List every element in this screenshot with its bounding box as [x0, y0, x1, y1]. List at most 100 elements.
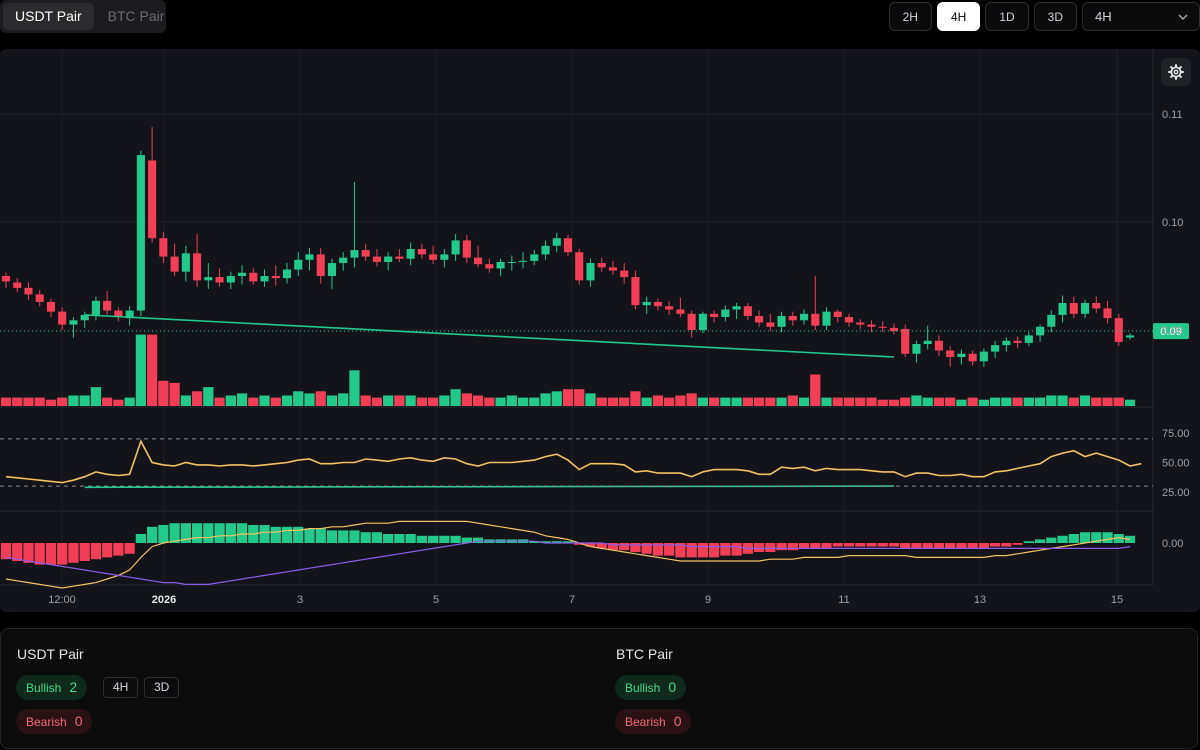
- macd-hist-bar-63: [709, 543, 720, 558]
- candle-body-9: [103, 300, 112, 311]
- volume-bar-3: [34, 397, 45, 406]
- candle-body-60: [676, 309, 685, 314]
- macd-hist-bar-93: [1046, 537, 1057, 543]
- volume-bar-43: [484, 397, 495, 406]
- candle-body-20: [226, 276, 235, 283]
- timeframe-select[interactable]: 4H: [1082, 2, 1200, 31]
- macd-hist-bar-65: [731, 543, 742, 556]
- volume-bar-59: [664, 397, 675, 406]
- candle-body-26: [294, 259, 303, 270]
- candle-body-84: [946, 350, 955, 357]
- candle-body-28: [316, 254, 325, 276]
- candle-body-10: [114, 310, 123, 318]
- macd-hist-bar-11: [124, 543, 135, 554]
- usdt-bearish-badge[interactable]: Bearish 0: [16, 709, 93, 734]
- candle-body-52: [586, 263, 595, 281]
- macd-hist-bar-1: [12, 543, 23, 561]
- macd-hist-bar-3: [34, 543, 45, 565]
- candle-body-22: [249, 272, 258, 282]
- macd-hist-bar-59: [664, 543, 675, 556]
- volume-bar-12: [135, 334, 146, 406]
- candle-body-53: [597, 263, 606, 268]
- volume-bar-75: [843, 397, 855, 406]
- macd-tick-label-0: 0.00: [1162, 538, 1183, 550]
- macd-hist-bar-32: [360, 532, 371, 543]
- x-axis-label-4: 7: [569, 594, 575, 606]
- volume-bar-72: [810, 374, 821, 406]
- macd-hist-bar-25: [281, 526, 293, 543]
- volume-bar-70: [787, 395, 798, 406]
- btc-bullish-count: 0: [668, 679, 677, 695]
- tab-btc-pair[interactable]: BTC Pair: [107, 8, 165, 24]
- macd-hist-bar-61: [686, 543, 697, 558]
- volume-bar-80: [900, 397, 911, 406]
- btc-bullish-label: Bullish: [625, 681, 661, 695]
- timeframe-2h-button[interactable]: 2H: [888, 2, 932, 31]
- volume-bar-47: [529, 397, 540, 406]
- volume-bar-44: [495, 397, 506, 406]
- volume-bar-6: [68, 395, 79, 406]
- candle-body-27: [305, 254, 314, 260]
- volume-bar-54: [607, 397, 619, 406]
- candle-body-90: [1013, 340, 1022, 343]
- macd-hist-bar-14: [158, 525, 169, 543]
- candle-body-45: [507, 261, 516, 263]
- volume-bar-27: [304, 393, 315, 406]
- macd-hist-bar-97: [1091, 532, 1102, 543]
- candle-body-34: [384, 256, 393, 262]
- macd-hist-bar-29: [326, 530, 338, 543]
- volume-bar-0: [0, 397, 12, 406]
- macd-hist-bar-13: [147, 526, 158, 543]
- macd-hist-bar-33: [371, 532, 383, 543]
- volume-bar-91: [1023, 397, 1034, 406]
- candle-body-16: [181, 253, 190, 272]
- macd-hist-bar-83: [933, 543, 945, 549]
- tab-usdt-pair[interactable]: USDT Pair: [3, 3, 94, 30]
- price-chart[interactable]: 0.090.110.100.0975.0050.0025.000.0012:00…: [0, 49, 1200, 612]
- candle-body-43: [485, 264, 494, 269]
- macd-hist-bar-86: [967, 543, 978, 549]
- macd-hist-bar-89: [1001, 543, 1012, 547]
- usdt-tag-3d[interactable]: 3D: [144, 677, 180, 698]
- macd-hist-bar-60: [675, 543, 686, 558]
- btc-bullish-badge[interactable]: Bullish 0: [615, 675, 687, 700]
- candle-body-72: [811, 313, 820, 326]
- volume-bar-23: [259, 395, 270, 406]
- candle-body-63: [710, 313, 719, 318]
- candle-body-36: [406, 249, 415, 259]
- macd-hist-bar-36: [405, 534, 416, 543]
- volume-bar-34: [383, 395, 394, 406]
- volume-bar-51: [574, 389, 585, 406]
- volume-bar-76: [855, 397, 866, 406]
- btc-bearish-badge[interactable]: Bearish 0: [615, 709, 692, 734]
- x-axis-label-0: 12:00: [48, 594, 76, 606]
- volume-bar-39: [439, 395, 450, 406]
- volume-bar-63: [709, 397, 720, 406]
- usdt-bullish-badge[interactable]: Bullish 2: [16, 675, 88, 700]
- volume-bar-56: [630, 391, 641, 406]
- volume-bar-42: [472, 395, 484, 406]
- candle-body-65: [732, 306, 741, 310]
- macd-hist-bar-40: [450, 535, 461, 543]
- divergence-line-rsi-1: [84, 485, 894, 489]
- volume-bar-22: [248, 397, 259, 406]
- macd-hist-bar-31: [349, 530, 360, 543]
- volume-bar-88: [990, 397, 1001, 406]
- volume-bar-49: [551, 391, 562, 406]
- macd-hist-bar-24: [270, 526, 281, 543]
- volume-bar-46: [517, 397, 529, 406]
- volume-bar-92: [1034, 397, 1046, 406]
- candle-body-75: [844, 317, 854, 323]
- macd-hist-bar-58: [652, 543, 664, 556]
- macd-hist-bar-50: [562, 541, 574, 543]
- usdt-tag-4h[interactable]: 4H: [103, 677, 139, 698]
- volume-bar-95: [1068, 397, 1079, 406]
- volume-bar-16: [180, 395, 191, 406]
- x-axis-label-1: 2026: [152, 594, 176, 606]
- timeframe-3d-button[interactable]: 3D: [1033, 2, 1077, 31]
- macd-hist-bar-82: [922, 543, 933, 549]
- macd-hist-bar-84: [945, 543, 956, 549]
- chart-settings-button[interactable]: [1161, 58, 1191, 86]
- timeframe-1d-button[interactable]: 1D: [985, 2, 1029, 31]
- timeframe-4h-button[interactable]: 4H: [936, 2, 981, 31]
